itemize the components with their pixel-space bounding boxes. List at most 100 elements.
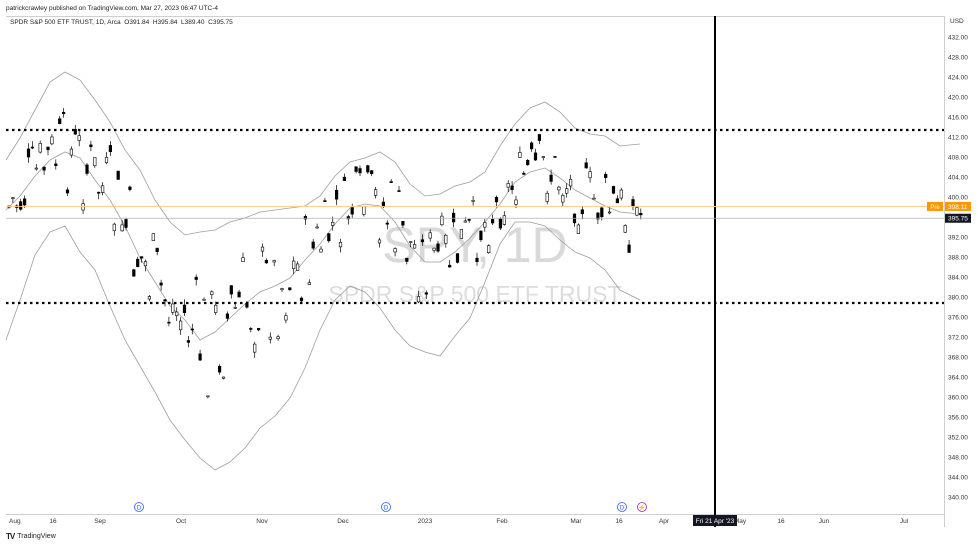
- price-tick-label: 432.00: [948, 35, 968, 42]
- brand-name: TradingView: [17, 533, 56, 540]
- candle-body: [272, 260, 276, 263]
- candle-body: [502, 215, 506, 225]
- candle-body: [132, 269, 136, 277]
- price-tick-label: 344.00: [948, 475, 968, 482]
- last-price-badge: [945, 213, 971, 223]
- candle-body: [54, 163, 58, 166]
- candle-body: [124, 219, 128, 228]
- candle-body: [22, 198, 27, 206]
- candle-body: [494, 197, 499, 203]
- price-tick-label: 404.00: [948, 175, 968, 182]
- candle-body: [428, 232, 432, 239]
- earnings-marker-icon[interactable]: [637, 502, 647, 512]
- price-tick-label: 348.00: [948, 455, 968, 462]
- candle-body: [576, 224, 580, 234]
- candle-body: [631, 199, 635, 207]
- candle-body: [537, 134, 541, 141]
- earnings-marker-label: ⚡: [638, 504, 645, 512]
- time-tick-label: 2023: [418, 518, 433, 525]
- candle-body: [615, 198, 619, 204]
- candle-body: [498, 218, 503, 229]
- candle-body: [237, 291, 241, 298]
- candle-body: [264, 259, 269, 264]
- candle-body: [592, 197, 596, 200]
- candle-body: [639, 213, 643, 216]
- candle-body: [19, 201, 23, 210]
- candle-body: [436, 243, 440, 252]
- time-tick-label: 16: [615, 518, 623, 525]
- candle-body: [358, 168, 362, 174]
- candle-body: [292, 260, 296, 269]
- candle-body: [120, 224, 124, 232]
- candle-body: [451, 212, 456, 223]
- candle-body: [249, 328, 253, 330]
- candle-body: [218, 366, 222, 373]
- candle-body: [182, 304, 187, 313]
- crosshair-date-label: Fri 21 Apr '23: [696, 518, 735, 525]
- candle-body: [549, 174, 553, 182]
- horizontal-levels[interactable]: [6, 16, 944, 527]
- candle-body: [377, 239, 382, 244]
- candle-body: [253, 343, 257, 353]
- dividend-marker-label: D: [620, 505, 625, 511]
- chart-pane[interactable]: [6, 16, 944, 515]
- candle-body: [167, 321, 171, 324]
- price-tick-label: 392.00: [948, 235, 968, 242]
- price-tick-label: 376.00: [948, 315, 968, 322]
- candle-body: [136, 258, 140, 267]
- candle-body: [151, 233, 155, 241]
- upper-band: [5, 71, 641, 236]
- candle-body: [268, 336, 272, 340]
- candle-body: [163, 299, 167, 302]
- candle-body: [619, 189, 623, 199]
- candle-body: [276, 336, 280, 340]
- candle-body: [600, 207, 604, 218]
- candle-body: [366, 165, 370, 173]
- candle-body: [373, 189, 378, 196]
- price-axis[interactable]: [944, 16, 979, 527]
- candle-body: [514, 199, 518, 205]
- candle-body: [206, 395, 210, 398]
- pre-label: Pre: [930, 205, 940, 211]
- price-tick-label: 368.00: [948, 355, 968, 362]
- event-markers[interactable]: D D D ⚡: [134, 502, 647, 512]
- candle-body: [175, 311, 179, 316]
- time-tick-label: Oct: [176, 518, 186, 525]
- candle-body: [518, 152, 522, 158]
- time-tick-label: Nov: [256, 518, 268, 525]
- candle-body: [46, 146, 50, 151]
- candle-body: [323, 200, 327, 202]
- candle-body: [194, 276, 198, 280]
- candle-body: [315, 226, 319, 229]
- candle-body: [93, 157, 97, 167]
- candle-body: [38, 143, 42, 153]
- dividend-marker-icon[interactable]: [381, 502, 391, 512]
- candle-body: [467, 219, 471, 221]
- candle-body: [405, 257, 409, 262]
- candle-body: [202, 298, 206, 301]
- candle-body: [483, 222, 487, 228]
- candle-body: [26, 148, 31, 158]
- dividend-marker-icon[interactable]: [134, 502, 144, 512]
- candle-body: [522, 172, 526, 175]
- price-axis-labels: 432.00 428.00 424.00 420.00 416.00 412.00 408.…: [948, 35, 968, 502]
- candle-body: [420, 239, 425, 243]
- candle-body: [487, 245, 491, 254]
- candle-body: [190, 328, 194, 331]
- candle-body: [303, 216, 308, 220]
- price-tick-label: 372.00: [948, 335, 968, 342]
- dividend-marker-icon[interactable]: [617, 502, 627, 512]
- candle-body: [334, 189, 339, 200]
- symbol-legend[interactable]: SPDR S&P 500 ETF TRUST, 1D, Arca O391.84…: [10, 19, 233, 26]
- candle-body: [319, 248, 323, 253]
- candle-body: [510, 185, 514, 190]
- candle-body: [389, 181, 393, 183]
- candle-body: [611, 186, 616, 194]
- time-tick-label: Jun: [819, 518, 830, 525]
- time-tick-label: 16: [777, 518, 785, 525]
- candle-body: [85, 164, 89, 174]
- candle-body: [471, 199, 475, 202]
- candle-body: [104, 157, 109, 163]
